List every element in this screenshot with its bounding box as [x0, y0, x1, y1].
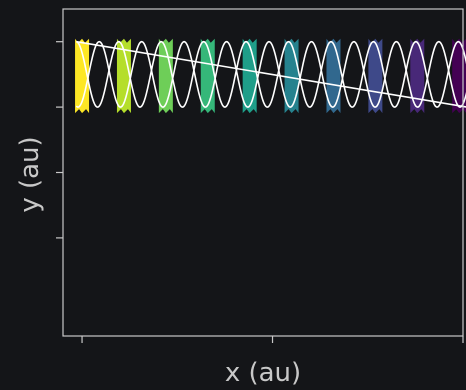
x-axis-label: x (au): [225, 358, 301, 388]
helix-strand-1: [76, 40, 466, 108]
x-ticks: [81, 336, 464, 343]
helix-band-1: [75, 38, 90, 114]
helix-band-9: [410, 38, 425, 114]
helix-band-8: [368, 38, 383, 114]
helix-strand-2: [75, 40, 466, 108]
y-axis-label: y (au): [15, 136, 45, 212]
helix-lines-layer: [75, 40, 466, 108]
helix-envelope-line: [76, 40, 466, 108]
y-ticks: [56, 41, 63, 239]
helix-band-2: [116, 38, 131, 114]
helix-band-7: [326, 38, 341, 114]
